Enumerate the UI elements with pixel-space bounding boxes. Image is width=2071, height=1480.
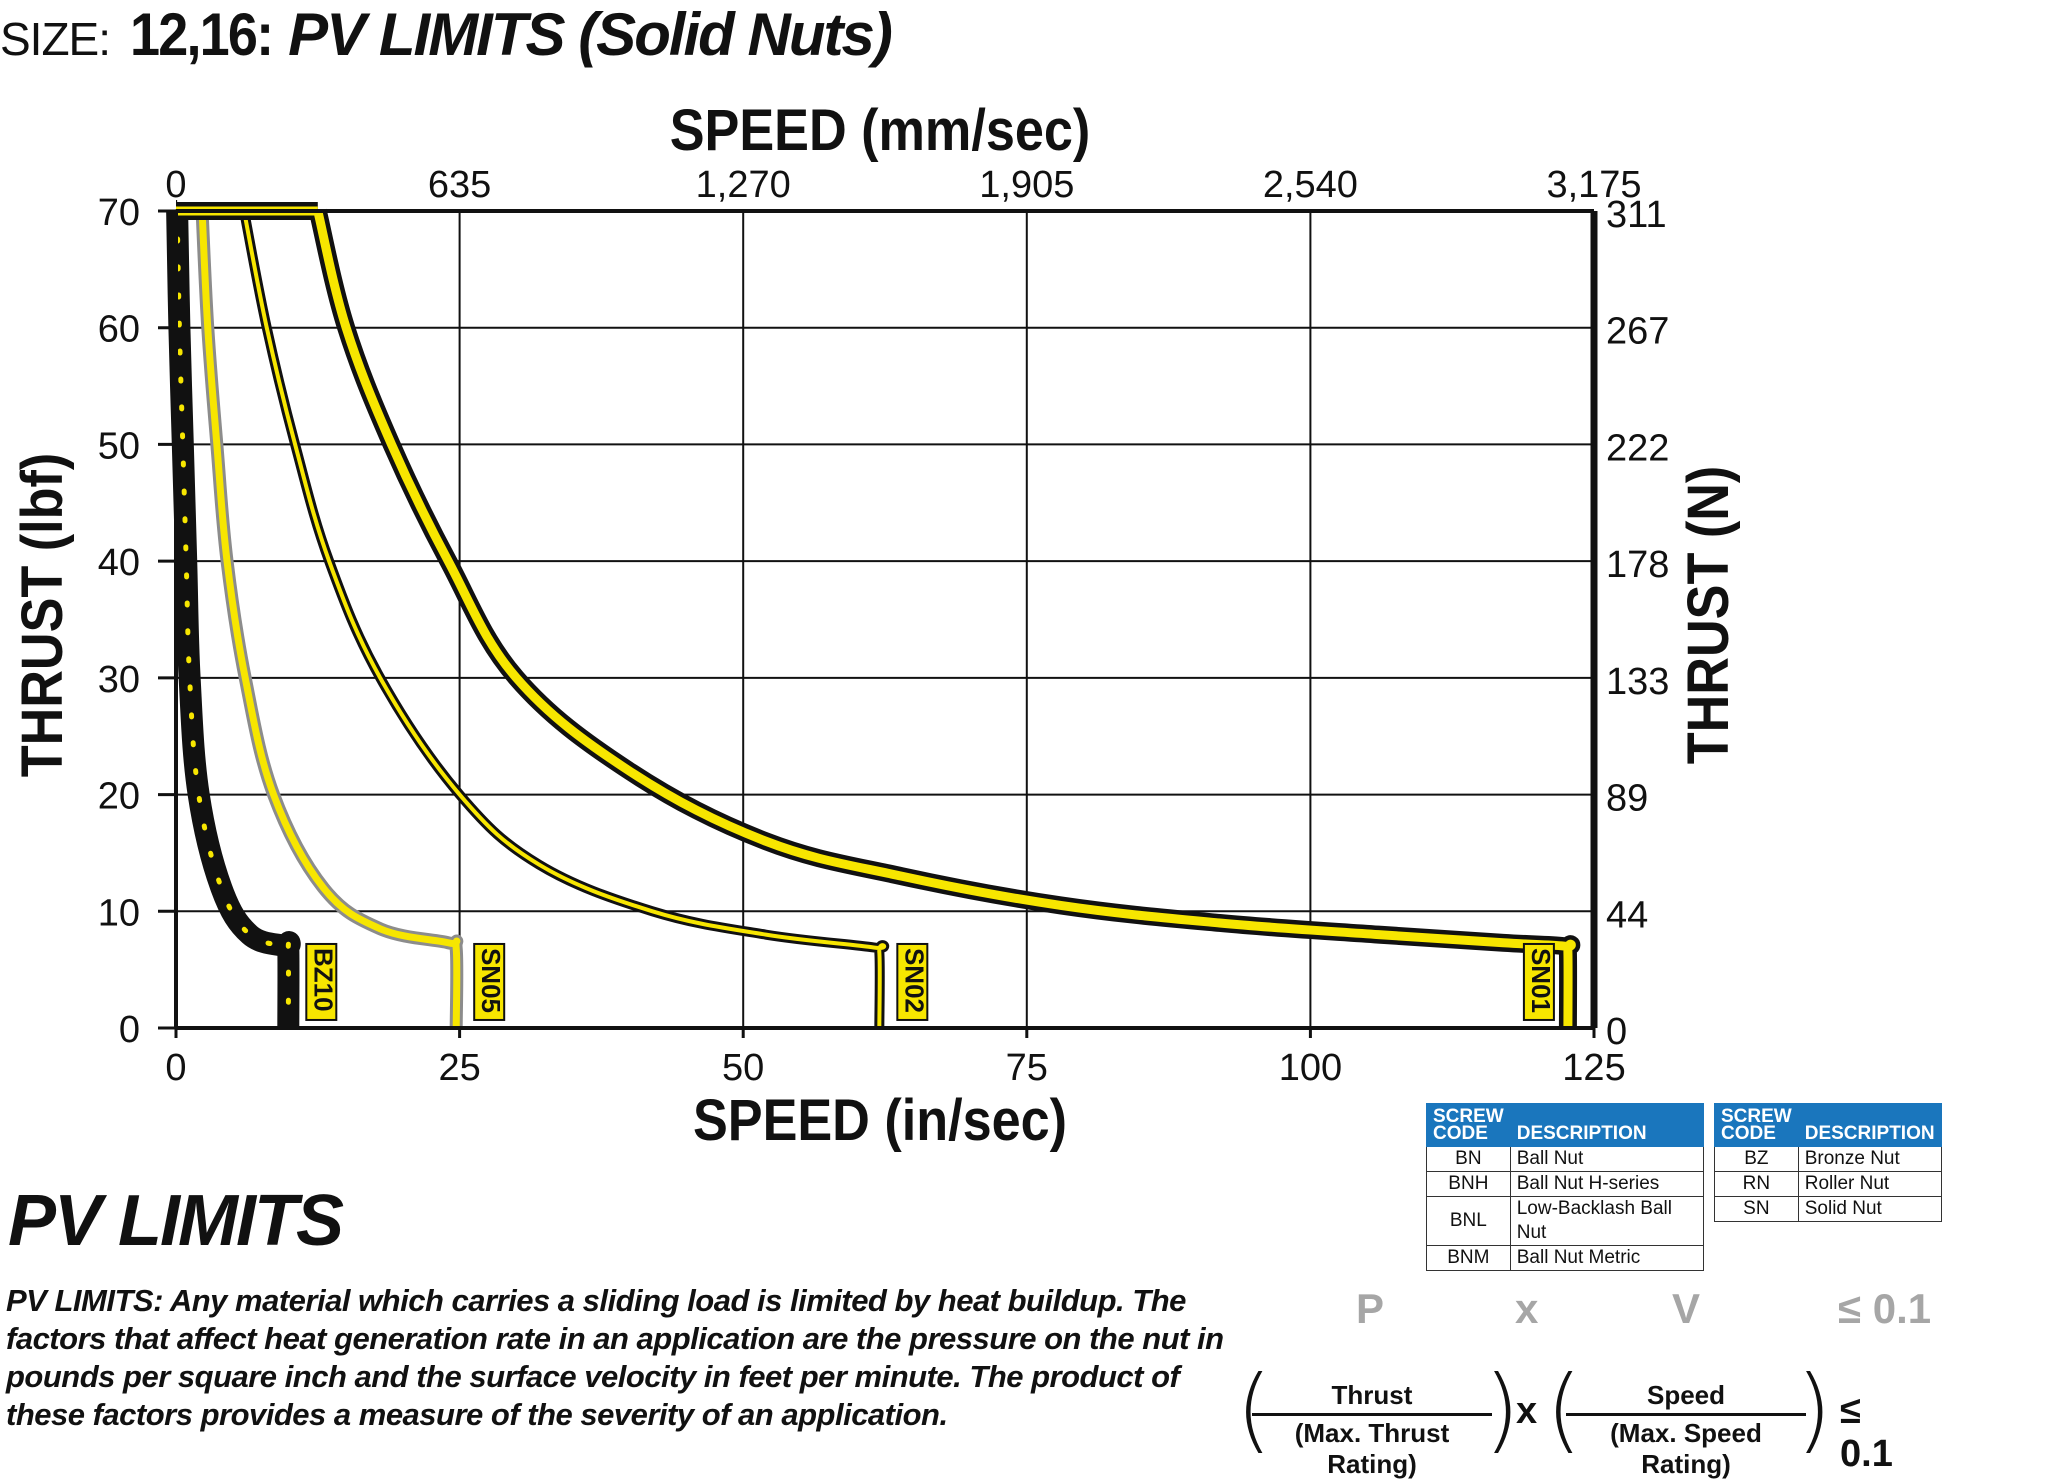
y-tick-label: 60 (98, 309, 140, 351)
screw-code-table-right: SCREW CODE DESCRIPTION BZ Bronze Nut RN Ro… (1714, 1103, 1942, 1222)
x-tick-label: 0 (165, 1047, 186, 1089)
speed-denominator: (Max. Speed Rating) (1566, 1413, 1806, 1480)
series-label-box (305, 942, 338, 1021)
y2-tick-label: 89 (1606, 778, 1648, 820)
y-tick-label: 0 (119, 1009, 140, 1051)
screw-description: Bronze Nut (1797, 1146, 1942, 1172)
column-header-code: SCREW CODE (1426, 1103, 1511, 1147)
series-label-box (896, 942, 929, 1021)
x-tick-label: 125 (1562, 1047, 1625, 1089)
table-row: BNM Ball Nut Metric (1426, 1245, 1704, 1271)
chart-title: PV LIMITS (Solid Nuts) (288, 1, 893, 68)
y-tick-label: 30 (98, 659, 140, 701)
x-tick-label: 75 (1006, 1047, 1048, 1089)
series-line-accent (242, 210, 887, 1029)
table-row: BN Ball Nut (1426, 1146, 1704, 1172)
series-sn01: SN01 (176, 202, 1581, 1029)
column-header-description: DESCRIPTION (1797, 1103, 1942, 1147)
y2-tick-label: 267 (1606, 311, 1669, 353)
y2-tick-label: 311 (1606, 194, 1667, 236)
right-paren-icon: ) (1484, 1356, 1520, 1463)
screw-code: SN (1714, 1196, 1799, 1222)
x-tick-label: 50 (722, 1047, 764, 1089)
y-tick-label: 50 (98, 425, 140, 467)
x2-tick-label: 1,905 (979, 164, 1074, 206)
y2-tick-label: 133 (1606, 661, 1669, 703)
thrust-fraction: Thrust (Max. Thrust Rating) (1252, 1380, 1492, 1480)
x2-tick-label: 1,270 (696, 164, 791, 206)
column-header-description: DESCRIPTION (1509, 1103, 1704, 1147)
series-line-accent (198, 210, 461, 1029)
y-tick-label: 70 (98, 192, 140, 234)
series-line-accent (174, 208, 293, 1031)
screw-code: BNH (1426, 1171, 1511, 1197)
x2-axis-title: SPEED (mm/sec) (670, 97, 1091, 162)
table-row: RN Roller Nut (1714, 1171, 1942, 1197)
size-code: 12,16: (130, 1, 274, 68)
size-prefix: SIZE: (0, 13, 111, 65)
table-row: SN Solid Nut (1714, 1196, 1942, 1222)
x2-tick-label: 635 (428, 164, 491, 206)
series-sn02: SN02 (176, 206, 929, 1029)
screw-code: RN (1714, 1171, 1799, 1197)
y2-tick-label: 178 (1606, 544, 1669, 586)
screw-code: BNM (1426, 1245, 1511, 1271)
speed-numerator: Speed (1646, 1380, 1726, 1410)
screw-description: Roller Nut (1797, 1171, 1942, 1197)
formula-limit-gray: ≤ 0.1 (1838, 1285, 1932, 1332)
y-tick-label: 20 (98, 776, 140, 818)
thrust-numerator: Thrust (1331, 1380, 1413, 1410)
y-axis-title: THRUST (lbf) (9, 453, 74, 778)
right-paren-icon: ) (1796, 1356, 1832, 1463)
series-label-box (1522, 942, 1555, 1021)
thrust-denominator: (Max. Thrust Rating) (1252, 1413, 1492, 1480)
screw-description: Ball Nut (1509, 1146, 1704, 1172)
table-row: BNH Ball Nut H-series (1426, 1171, 1704, 1197)
left-paren-icon: ( (1236, 1356, 1272, 1463)
screw-description: Ball Nut Metric (1509, 1245, 1704, 1271)
pv-heading: PV LIMITS (8, 1181, 344, 1261)
screw-code-table-left: SCREW CODE DESCRIPTION BN Ball Nut BNH Bal… (1426, 1103, 1704, 1271)
screw-description: Low-Backlash Ball Nut (1509, 1196, 1704, 1246)
series-label: SN01 (1526, 948, 1556, 1013)
series-line-accent (313, 209, 1576, 1029)
x-axis-title: SPEED (in/sec) (693, 1087, 1067, 1152)
screw-description: Ball Nut H-series (1509, 1171, 1704, 1197)
table-row: BNL Low-Backlash Ball Nut (1426, 1196, 1704, 1246)
formula-limit: ≤ 0.1 (1840, 1390, 1893, 1475)
y2-axis-title: THRUST (N) (1675, 466, 1740, 765)
series-line (309, 208, 1581, 1029)
x2-tick-label: 3,175 (1546, 164, 1641, 206)
pv-description: PV LIMITS: Any material which carries a … (6, 1283, 1224, 1432)
y2-tick-label: 0 (1606, 1011, 1627, 1053)
formula-times: x (1516, 1390, 1538, 1432)
y2-tick-label: 44 (1606, 894, 1648, 936)
series-bz10: BZ10 (166, 200, 338, 1031)
formula-p: P (1356, 1285, 1385, 1332)
x2-tick-label: 2,540 (1263, 164, 1358, 206)
speed-fraction: Speed (Max. Speed Rating) (1566, 1380, 1806, 1480)
series-label: SN02 (899, 948, 929, 1013)
y-tick-label: 10 (98, 892, 140, 934)
column-header-code: SCREW CODE (1714, 1103, 1799, 1147)
series-label: SN05 (476, 948, 506, 1013)
series-label-box (473, 942, 506, 1021)
x-tick-label: 25 (438, 1047, 480, 1089)
left-paren-icon: ( (1546, 1356, 1582, 1463)
x-tick-label: 100 (1279, 1047, 1342, 1089)
screw-code: BNL (1426, 1196, 1511, 1246)
y2-tick-label: 222 (1606, 427, 1669, 469)
page-title: SIZE: 12,16: PV LIMITS (Solid Nuts) (0, 0, 893, 70)
series-label: BZ10 (308, 948, 338, 1012)
screw-code: BN (1426, 1146, 1511, 1172)
series-sn05: SN05 (176, 204, 506, 1029)
table-row: BZ Bronze Nut (1714, 1146, 1942, 1172)
formula-times-gray: x (1515, 1285, 1539, 1332)
screw-code: BZ (1714, 1146, 1799, 1172)
y-tick-label: 40 (98, 542, 140, 584)
formula-v: V (1672, 1285, 1701, 1332)
x2-tick-label: 0 (165, 164, 186, 206)
screw-description: Solid Nut (1797, 1196, 1942, 1222)
